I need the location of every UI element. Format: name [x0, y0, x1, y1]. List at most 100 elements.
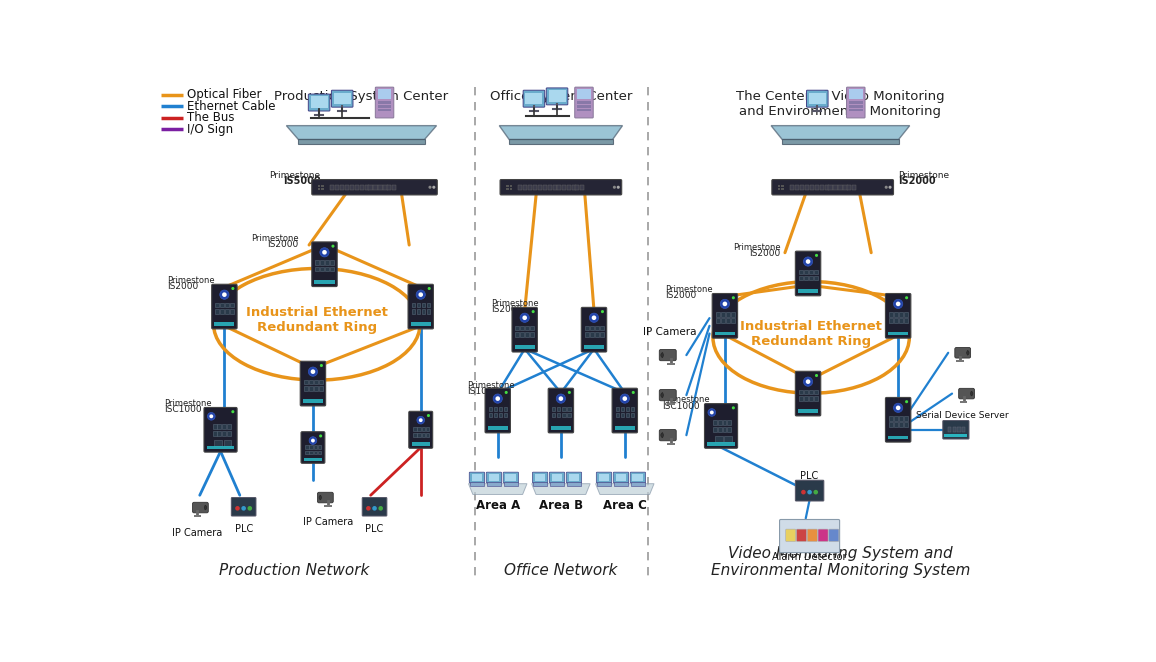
Bar — [417, 428, 421, 432]
FancyBboxPatch shape — [772, 179, 894, 195]
Text: The Center of Video Monitoring
and Environmental Monitoring: The Center of Video Monitoring and Envir… — [736, 90, 944, 118]
FancyBboxPatch shape — [659, 350, 676, 361]
FancyBboxPatch shape — [409, 411, 432, 448]
Circle shape — [568, 391, 571, 394]
FancyBboxPatch shape — [503, 472, 519, 483]
FancyBboxPatch shape — [231, 498, 255, 516]
Bar — [720, 312, 725, 316]
Bar — [727, 427, 731, 432]
Bar — [422, 433, 425, 437]
Text: Industrial Ethernet
Redundant Ring: Industrial Ethernet Redundant Ring — [740, 320, 882, 348]
Bar — [814, 396, 817, 401]
Bar — [505, 475, 517, 481]
Bar — [305, 451, 309, 454]
Bar — [378, 105, 392, 107]
Bar — [716, 312, 719, 316]
Bar — [378, 89, 392, 99]
Text: The Bus: The Bus — [186, 111, 235, 124]
Bar — [214, 440, 222, 446]
FancyBboxPatch shape — [547, 88, 568, 105]
Circle shape — [631, 391, 635, 394]
Circle shape — [722, 302, 727, 307]
Bar — [518, 185, 523, 189]
Bar — [551, 413, 556, 418]
Bar — [904, 312, 907, 316]
Bar — [310, 451, 313, 454]
Bar — [615, 406, 620, 411]
Circle shape — [896, 406, 901, 410]
Bar — [814, 390, 817, 395]
Bar — [489, 475, 499, 481]
Bar — [316, 260, 319, 265]
Bar — [193, 514, 201, 517]
Bar — [549, 90, 565, 102]
Circle shape — [378, 506, 383, 510]
Text: Industrial Ethernet
Redundant Ring: Industrial Ethernet Redundant Ring — [246, 307, 387, 334]
Circle shape — [427, 414, 430, 417]
FancyBboxPatch shape — [193, 502, 208, 513]
Circle shape — [556, 394, 565, 403]
Bar — [894, 416, 898, 420]
Bar — [528, 185, 533, 189]
Circle shape — [707, 408, 716, 416]
Bar — [417, 433, 421, 437]
Bar — [488, 426, 507, 430]
Text: ISC1000: ISC1000 — [661, 402, 699, 410]
FancyBboxPatch shape — [958, 389, 975, 399]
Bar — [590, 332, 593, 336]
Bar — [847, 185, 851, 189]
FancyBboxPatch shape — [332, 90, 353, 107]
Polygon shape — [468, 484, 527, 495]
Text: Alarm Detector: Alarm Detector — [772, 552, 847, 562]
Polygon shape — [532, 484, 591, 495]
Bar — [526, 326, 529, 330]
Bar — [384, 185, 387, 189]
Text: IP Camera: IP Camera — [172, 528, 223, 538]
Bar — [535, 475, 546, 481]
Bar — [516, 326, 519, 330]
Circle shape — [231, 410, 235, 413]
Bar — [590, 326, 593, 330]
Bar — [959, 401, 968, 403]
Text: Primestone: Primestone — [661, 395, 710, 404]
Bar — [365, 185, 369, 189]
Circle shape — [231, 287, 235, 290]
Bar — [413, 428, 416, 432]
Wedge shape — [966, 350, 969, 355]
Text: Production System Center: Production System Center — [274, 90, 449, 103]
Bar — [585, 332, 588, 336]
Wedge shape — [205, 505, 207, 510]
Bar — [625, 413, 629, 418]
Circle shape — [532, 310, 535, 313]
FancyBboxPatch shape — [487, 472, 502, 483]
Bar — [632, 475, 643, 481]
Bar — [888, 332, 909, 336]
Bar — [781, 188, 784, 190]
Text: Primestone: Primestone — [491, 299, 539, 308]
Bar — [805, 185, 809, 189]
Bar — [494, 413, 497, 418]
Circle shape — [494, 394, 503, 403]
Bar — [533, 185, 538, 189]
Text: Area B: Area B — [539, 499, 583, 512]
Circle shape — [590, 313, 599, 322]
Bar — [889, 416, 892, 420]
Bar — [803, 276, 808, 281]
Bar — [498, 413, 503, 418]
Bar — [551, 406, 556, 411]
Bar — [621, 406, 624, 411]
Bar — [778, 188, 780, 190]
Text: IS2000: IS2000 — [666, 291, 697, 301]
Circle shape — [894, 403, 903, 412]
Bar — [412, 309, 415, 314]
Text: IS2000: IS2000 — [898, 177, 935, 187]
Polygon shape — [771, 126, 910, 140]
FancyBboxPatch shape — [818, 529, 828, 542]
Bar — [309, 386, 312, 391]
Bar — [225, 309, 229, 314]
Circle shape — [242, 506, 246, 510]
Bar — [412, 303, 415, 307]
FancyBboxPatch shape — [212, 284, 237, 329]
Circle shape — [320, 364, 323, 367]
Bar — [309, 380, 312, 385]
